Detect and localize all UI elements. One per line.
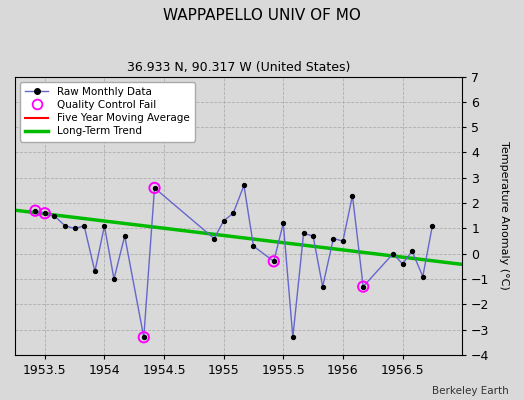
Point	[408, 248, 416, 254]
Legend: Raw Monthly Data, Quality Control Fail, Five Year Moving Average, Long-Term Tren: Raw Monthly Data, Quality Control Fail, …	[20, 82, 194, 142]
Point	[398, 261, 407, 267]
Point	[309, 233, 318, 239]
Point	[150, 185, 159, 191]
Point	[41, 210, 49, 216]
Point	[70, 225, 79, 232]
Point	[229, 210, 237, 216]
Point	[348, 192, 357, 199]
Point	[359, 284, 367, 290]
Point	[249, 243, 258, 249]
Point	[121, 233, 129, 239]
Point	[210, 235, 219, 242]
Point	[428, 223, 436, 229]
Point	[91, 268, 99, 275]
Point	[220, 218, 228, 224]
Text: Berkeley Earth: Berkeley Earth	[432, 386, 508, 396]
Point	[319, 284, 327, 290]
Point	[150, 185, 159, 191]
Point	[100, 223, 108, 229]
Point	[269, 258, 278, 264]
Point	[31, 208, 39, 214]
Point	[279, 220, 288, 226]
Point	[389, 250, 397, 257]
Point	[299, 230, 308, 237]
Y-axis label: Temperature Anomaly (°C): Temperature Anomaly (°C)	[499, 141, 509, 290]
Text: WAPPAPELLO UNIV OF MO: WAPPAPELLO UNIV OF MO	[163, 8, 361, 23]
Point	[41, 210, 49, 216]
Point	[61, 223, 69, 229]
Point	[80, 223, 89, 229]
Point	[289, 334, 297, 340]
Point	[50, 212, 59, 219]
Point	[110, 276, 118, 282]
Point	[269, 258, 278, 264]
Title: 36.933 N, 90.317 W (United States): 36.933 N, 90.317 W (United States)	[127, 61, 350, 74]
Point	[139, 334, 148, 340]
Point	[329, 235, 337, 242]
Point	[240, 182, 248, 188]
Point	[31, 208, 39, 214]
Point	[339, 238, 347, 244]
Point	[139, 334, 148, 340]
Point	[359, 284, 367, 290]
Point	[419, 273, 427, 280]
